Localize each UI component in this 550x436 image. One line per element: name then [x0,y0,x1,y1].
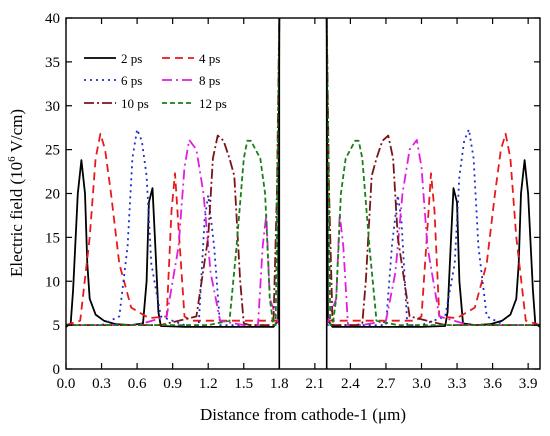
series-line-2-right [326,128,540,326]
y-tick-label: 30 [45,99,60,115]
series-line-4-left [66,18,281,326]
legend-label: 4 ps [199,51,220,66]
x-tick-label: 2.7 [377,376,396,392]
x-tick-label: 0.9 [163,376,182,392]
series-layer [66,18,540,369]
x-tick-label: 0.6 [128,376,147,392]
series-line-5-right [325,18,540,326]
legend-label: 2 ps [121,51,142,66]
x-tick-label: 3.3 [448,376,467,392]
x-tick-label: 1.2 [199,376,218,392]
y-tick-label: 40 [45,11,60,27]
x-tick-label: 2.1 [305,376,324,392]
x-axis-title: Distance from cathode-1 (μm) [200,405,406,424]
x-tick-label: 1.5 [234,376,253,392]
series-line-3-right [325,139,540,326]
tick-layer: 0.0 0.3 0.6 0.9 1.2 1.5 1.8 2.1 2.4 2.7 3.0 3.3 3.6 3… [45,11,540,392]
legend: 2 ps 4 ps 6 ps 8 ps 10 ps 12 ps [84,51,227,111]
legend-label: 8 ps [199,73,220,88]
y-tick-label: 15 [45,230,60,246]
legend-label: 6 ps [121,73,142,88]
legend-label: 12 ps [199,96,227,111]
y-tick-label: 20 [45,187,60,203]
x-tick-label: 3.6 [483,376,502,392]
series-line-5-left [66,18,281,326]
series-line-0-left [66,18,281,328]
series-line-1-right [326,132,540,326]
series-line-3-left [66,139,281,326]
legend-label: 10 ps [121,96,149,111]
y-tick-label: 25 [45,143,60,159]
y-tick-label: 10 [45,274,60,290]
series-line-4-right [325,18,540,326]
y-axis-title: Electric field (106 V/cm) [6,109,26,277]
plot-frame [65,17,541,370]
series-line-1-left [66,132,280,326]
y-tick-label: 5 [53,318,61,334]
x-tick-label: 1.8 [270,376,289,392]
y-tick-label: 35 [45,55,60,71]
x-tick-label: 3.0 [412,376,431,392]
x-tick-label: 2.4 [341,376,360,392]
x-tick-label: 0.0 [57,376,76,392]
x-tick-label: 3.9 [519,376,538,392]
y-tick-label: 0 [53,362,61,378]
series-line-2-left [66,128,280,326]
x-tick-label: 0.3 [92,376,111,392]
